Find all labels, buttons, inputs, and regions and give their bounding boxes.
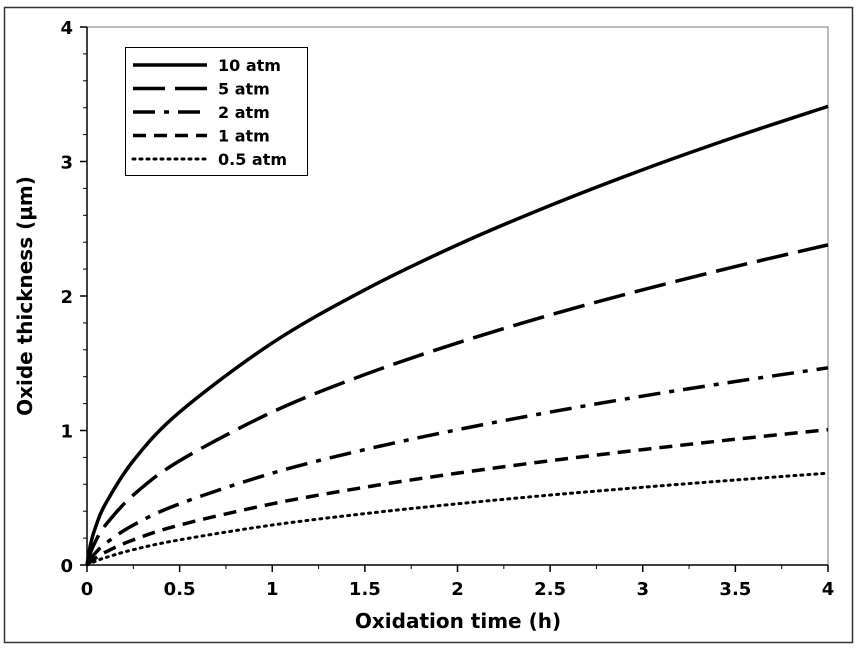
- y-tick-label: 1: [60, 422, 73, 443]
- x-tick-label: 1.5: [349, 579, 381, 600]
- y-axis-label: Oxide thickness (µm): [13, 176, 37, 416]
- x-tick-label: 2: [451, 579, 464, 600]
- x-tick-label: 1: [266, 579, 279, 600]
- series-layer: [85, 104, 830, 567]
- y-tick-label: 0: [60, 556, 73, 577]
- x-tick-label: 3.5: [719, 579, 751, 600]
- y-tick-label: 2: [60, 287, 73, 308]
- legend-label: 2 atm: [218, 103, 270, 122]
- x-tick-label: 3: [636, 579, 649, 600]
- series-line-5-atm: [85, 243, 829, 566]
- series-line-2-atm: [85, 366, 829, 566]
- series-line-10-atm: [85, 104, 829, 566]
- legend-box: [125, 47, 308, 176]
- x-tick-label: 4: [822, 579, 835, 600]
- legend: 10 atm 5 atm 2 atm 1 atm 0.5 atm: [125, 47, 308, 176]
- x-tick-label: 0: [81, 579, 94, 600]
- x-tick-label: 2.5: [534, 579, 566, 600]
- legend-label: 0.5 atm: [218, 150, 287, 169]
- y-tick-label: 3: [60, 153, 73, 174]
- ticks-layer: 0 0.5 1 1.5 2 2.5 3 3.5 4 0 1 2 3 4: [60, 18, 834, 600]
- series-line-1-atm: [85, 427, 829, 567]
- y-tick-label: 4: [60, 18, 73, 39]
- legend-label: 5 atm: [218, 80, 270, 99]
- legend-label: 1 atm: [218, 127, 270, 146]
- series-line-0-5-atm: [85, 471, 830, 567]
- legend-label: 10 atm: [218, 56, 281, 75]
- x-axis-label: Oxidation time (h): [355, 609, 561, 633]
- x-tick-label: 0.5: [164, 579, 196, 600]
